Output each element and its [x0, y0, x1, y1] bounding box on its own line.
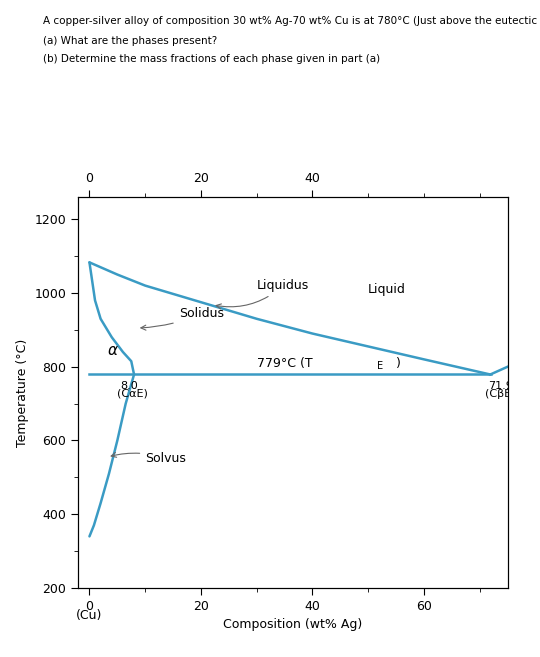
Text: (CαE): (CαE): [117, 389, 148, 399]
Text: (CβE): (CβE): [485, 389, 516, 399]
Text: (b) Determine the mass fractions of each phase given in part (a): (b) Determine the mass fractions of each…: [43, 54, 380, 64]
Text: 8.0: 8.0: [120, 381, 138, 391]
Text: A copper-silver alloy of composition 30 wt% Ag-70 wt% Cu is at 780°C (Just above: A copper-silver alloy of composition 30 …: [43, 16, 540, 26]
Text: 71.9: 71.9: [488, 381, 513, 391]
Text: (a) What are the phases present?: (a) What are the phases present?: [43, 36, 218, 46]
Text: (Cu): (Cu): [76, 609, 102, 622]
Text: Liquid: Liquid: [368, 283, 406, 296]
Text: ): ): [396, 357, 401, 370]
Y-axis label: Temperature (°C): Temperature (°C): [16, 338, 29, 447]
Text: Solvus: Solvus: [111, 451, 186, 464]
X-axis label: Composition (wt% Ag): Composition (wt% Ag): [224, 618, 362, 631]
Text: 779°C (T: 779°C (T: [256, 357, 312, 370]
Text: α: α: [107, 343, 117, 357]
Text: E: E: [376, 361, 383, 371]
Text: Solidus: Solidus: [141, 307, 224, 330]
Text: Liquidus: Liquidus: [216, 279, 309, 309]
